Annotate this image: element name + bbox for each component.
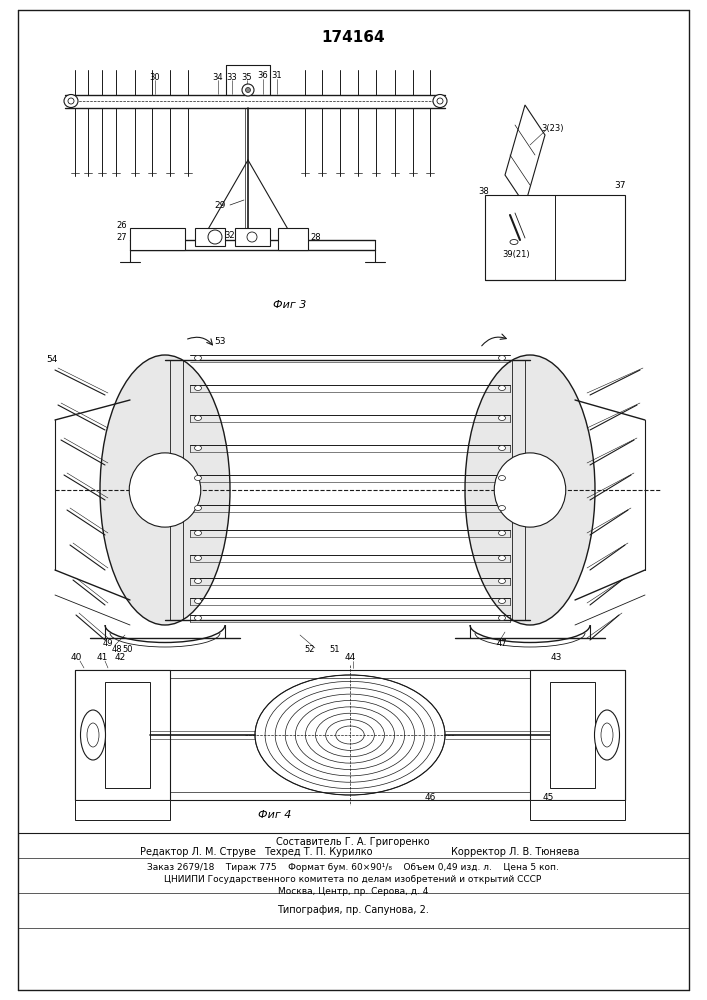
Ellipse shape bbox=[68, 98, 74, 104]
Ellipse shape bbox=[194, 476, 201, 481]
Text: 37: 37 bbox=[614, 180, 626, 190]
Ellipse shape bbox=[194, 506, 201, 510]
Text: Типография, пр. Сапунова, 2.: Типография, пр. Сапунова, 2. bbox=[277, 905, 429, 915]
Text: 41: 41 bbox=[96, 654, 107, 662]
Ellipse shape bbox=[498, 506, 506, 510]
Text: Фиг 3: Фиг 3 bbox=[274, 300, 307, 310]
Text: 48: 48 bbox=[112, 645, 122, 654]
Ellipse shape bbox=[498, 476, 506, 481]
Ellipse shape bbox=[465, 355, 595, 625]
Text: 51: 51 bbox=[329, 645, 340, 654]
Text: 3(23): 3(23) bbox=[542, 123, 564, 132]
Ellipse shape bbox=[245, 88, 250, 93]
FancyBboxPatch shape bbox=[550, 682, 595, 788]
Ellipse shape bbox=[129, 453, 201, 527]
FancyBboxPatch shape bbox=[530, 670, 625, 800]
Text: Техред Т. П. Курилко: Техред Т. П. Курилко bbox=[264, 847, 373, 857]
Text: 43: 43 bbox=[550, 654, 561, 662]
Text: 52: 52 bbox=[305, 645, 315, 654]
Text: 39(21): 39(21) bbox=[502, 250, 530, 259]
FancyBboxPatch shape bbox=[75, 800, 170, 820]
Text: 38: 38 bbox=[479, 188, 489, 196]
Ellipse shape bbox=[194, 385, 201, 390]
FancyBboxPatch shape bbox=[530, 800, 625, 820]
Text: Составитель Г. А. Григоренко: Составитель Г. А. Григоренко bbox=[276, 837, 430, 847]
Text: 32: 32 bbox=[225, 231, 235, 239]
Text: 36: 36 bbox=[257, 72, 269, 81]
Text: 46: 46 bbox=[424, 794, 436, 802]
Ellipse shape bbox=[194, 556, 201, 560]
Ellipse shape bbox=[87, 723, 99, 747]
Ellipse shape bbox=[595, 710, 619, 760]
Text: 45: 45 bbox=[542, 794, 554, 802]
FancyBboxPatch shape bbox=[278, 228, 308, 250]
Text: Москва, Центр, пр. Серова, д. 4: Москва, Центр, пр. Серова, д. 4 bbox=[278, 888, 428, 896]
Ellipse shape bbox=[194, 578, 201, 584]
Ellipse shape bbox=[437, 98, 443, 104]
Text: 50: 50 bbox=[123, 645, 133, 654]
Text: 174164: 174164 bbox=[321, 30, 385, 45]
Text: 49: 49 bbox=[103, 640, 113, 648]
Ellipse shape bbox=[64, 95, 78, 107]
Ellipse shape bbox=[601, 723, 613, 747]
FancyBboxPatch shape bbox=[130, 228, 185, 250]
Text: 34: 34 bbox=[213, 73, 223, 82]
Ellipse shape bbox=[208, 230, 222, 244]
Ellipse shape bbox=[194, 356, 201, 360]
FancyBboxPatch shape bbox=[485, 195, 625, 280]
Ellipse shape bbox=[81, 710, 105, 760]
Text: 54: 54 bbox=[47, 356, 58, 364]
Ellipse shape bbox=[100, 355, 230, 625]
Text: 31: 31 bbox=[271, 72, 282, 81]
Ellipse shape bbox=[498, 556, 506, 560]
Ellipse shape bbox=[194, 530, 201, 536]
Text: 26: 26 bbox=[117, 221, 127, 230]
Ellipse shape bbox=[498, 356, 506, 360]
Ellipse shape bbox=[498, 416, 506, 420]
FancyBboxPatch shape bbox=[75, 670, 170, 800]
FancyBboxPatch shape bbox=[235, 228, 270, 246]
FancyBboxPatch shape bbox=[195, 228, 225, 246]
Text: 44: 44 bbox=[344, 654, 356, 662]
Ellipse shape bbox=[498, 530, 506, 536]
Ellipse shape bbox=[510, 239, 518, 244]
Ellipse shape bbox=[247, 232, 257, 242]
Ellipse shape bbox=[194, 446, 201, 450]
Ellipse shape bbox=[498, 598, 506, 603]
Text: ЦНИИПИ Государственного комитета по делам изобретений и открытий СССР: ЦНИИПИ Государственного комитета по дела… bbox=[164, 876, 542, 884]
Text: 33: 33 bbox=[227, 73, 238, 82]
Text: Корректор Л. В. Тюняева: Корректор Л. В. Тюняева bbox=[451, 847, 579, 857]
Text: Заказ 2679/18    Тираж 775    Формат бум. 60×90¹/₈    Объем 0,49 изд. л.    Цена: Заказ 2679/18 Тираж 775 Формат бум. 60×9… bbox=[147, 862, 559, 871]
Ellipse shape bbox=[433, 95, 447, 107]
Text: 29: 29 bbox=[214, 200, 226, 210]
Text: 40: 40 bbox=[70, 654, 82, 662]
Text: 30: 30 bbox=[150, 73, 160, 82]
Ellipse shape bbox=[498, 578, 506, 584]
Ellipse shape bbox=[494, 453, 566, 527]
Ellipse shape bbox=[498, 385, 506, 390]
Text: Фиг 4: Фиг 4 bbox=[258, 810, 292, 820]
Ellipse shape bbox=[194, 416, 201, 420]
Ellipse shape bbox=[498, 615, 506, 620]
Text: 53: 53 bbox=[214, 338, 226, 347]
Text: 47: 47 bbox=[497, 640, 508, 648]
Ellipse shape bbox=[194, 598, 201, 603]
Ellipse shape bbox=[194, 615, 201, 620]
Ellipse shape bbox=[498, 446, 506, 450]
Text: 27: 27 bbox=[117, 232, 127, 241]
Text: Редактор Л. М. Струве: Редактор Л. М. Струве bbox=[140, 847, 256, 857]
Text: 28: 28 bbox=[310, 232, 321, 241]
Text: 42: 42 bbox=[115, 654, 126, 662]
Ellipse shape bbox=[242, 84, 254, 96]
FancyBboxPatch shape bbox=[105, 682, 150, 788]
Polygon shape bbox=[505, 105, 545, 205]
Text: 35: 35 bbox=[242, 73, 252, 82]
